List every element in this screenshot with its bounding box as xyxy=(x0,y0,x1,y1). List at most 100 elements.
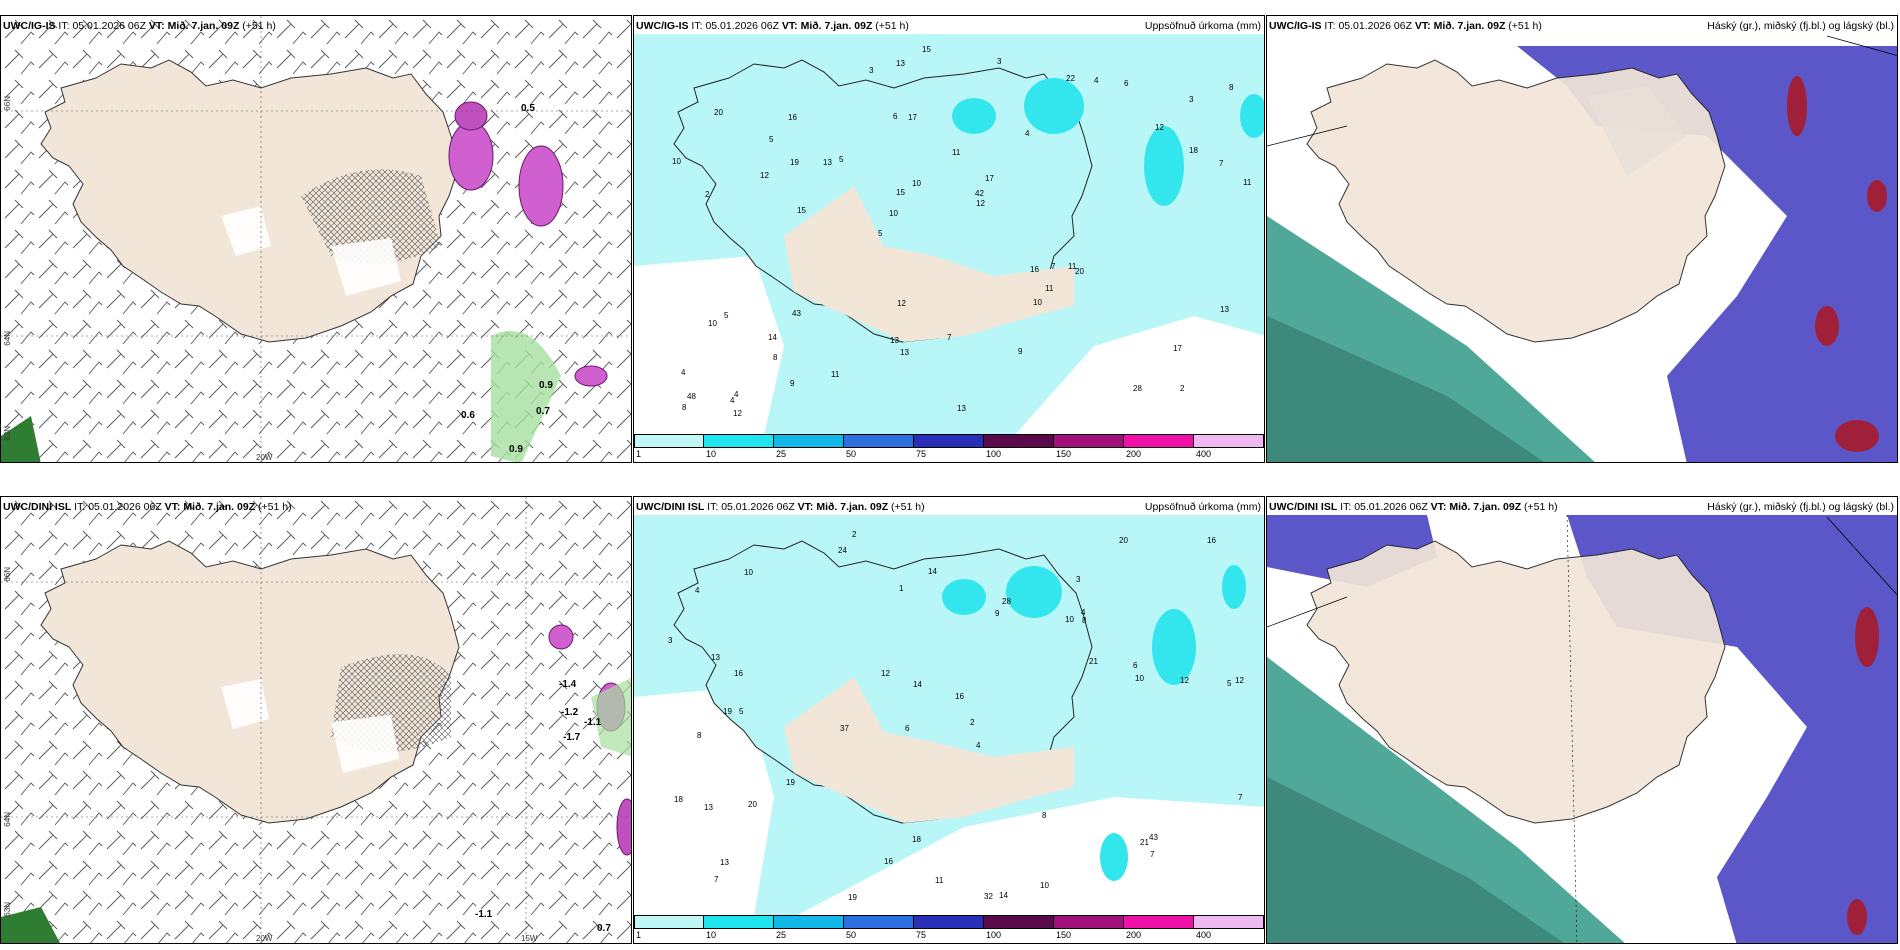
wind-value: 0.7 xyxy=(597,923,611,934)
wind-contour-magenta xyxy=(448,121,494,191)
precip-mid xyxy=(1144,126,1184,206)
init-time: 05.01.2026 06Z xyxy=(72,20,146,32)
hatched-area xyxy=(301,169,441,264)
colorbar-tick: 75 xyxy=(916,930,927,940)
colorbar-swatch xyxy=(1124,915,1194,929)
it-label: IT: xyxy=(707,501,719,513)
glacier xyxy=(221,206,271,256)
cloud-red xyxy=(1787,76,1807,136)
model-name: UWC/IG-IS xyxy=(3,20,56,32)
model-name: UWC/DINI ISL xyxy=(636,501,705,513)
cloud-red xyxy=(1835,420,1879,452)
precip-value: 12 xyxy=(1155,123,1164,132)
precip-value: 13 xyxy=(823,158,832,167)
lat-label: 63N xyxy=(3,426,12,441)
colorbar-tick: 150 xyxy=(1056,449,1072,459)
colorbar-tick: 10 xyxy=(706,449,717,459)
precip-value: 10 xyxy=(889,209,898,218)
precip-value: 22 xyxy=(1066,74,1075,83)
precip-value: 20 xyxy=(1075,267,1084,276)
vt-label: VT: xyxy=(1430,501,1447,513)
precip-mid xyxy=(952,98,996,134)
wind-contour-magenta xyxy=(518,145,564,227)
precip-value: 6 xyxy=(905,724,910,733)
precip-value: 24 xyxy=(838,546,847,555)
precip-value: 10 xyxy=(1033,298,1042,307)
panel-precip-bottom: UWC/DINI ISL IT: 05.01.2026 06Z VT: Mið.… xyxy=(633,496,1265,944)
it-label: IT: xyxy=(74,501,86,513)
vt-label: VT: xyxy=(781,20,798,32)
lat-label: 66N xyxy=(3,567,12,582)
precip-mid xyxy=(1222,565,1246,609)
precip-value: 18 xyxy=(674,795,683,804)
model-name: UWC/IG-IS xyxy=(636,20,689,32)
panel-header: UWC/DINI ISL IT: 05.01.2026 06Z VT: Mið.… xyxy=(1269,501,1558,513)
lat-label: 66N xyxy=(3,96,12,111)
no-precip-area xyxy=(634,256,784,436)
wind-value: -1.4 xyxy=(559,679,577,690)
precip-value: 10 xyxy=(672,157,681,166)
precip-value: 37 xyxy=(840,724,849,733)
colorbar-tick: 10 xyxy=(706,930,717,940)
colorbar-swatch xyxy=(774,915,844,929)
panel-cloud-top: UWC/IG-IS IT: 05.01.2026 06Z VT: Mið. 7.… xyxy=(1266,15,1898,463)
precip-value: 16 xyxy=(788,113,797,122)
wind-value: 0.7 xyxy=(536,406,550,417)
precip-value: 5 xyxy=(724,311,729,320)
colorbar-tick: 200 xyxy=(1126,930,1142,940)
wind-contour-green xyxy=(591,677,631,757)
lead-time: (+51 h) xyxy=(242,20,276,32)
precip-value: 16 xyxy=(1207,536,1216,545)
lead-time: (+51 h) xyxy=(875,20,909,32)
precip-value: 13 xyxy=(704,803,713,812)
lon-label: 20W xyxy=(256,453,273,462)
colorbar-swatch xyxy=(634,434,704,448)
precip-value: 48 xyxy=(687,392,696,401)
lon-label: 20W xyxy=(256,934,273,943)
colorbar-swatch xyxy=(914,915,984,929)
colorbar-swatch xyxy=(704,434,774,448)
precip-value: 12 xyxy=(1180,676,1189,685)
precip-value: 20 xyxy=(714,108,723,117)
panel-wind-bottom: UWC/DINI ISL IT: 05.01.2026 06Z VT: Mið.… xyxy=(0,496,632,944)
precip-value: 42 xyxy=(975,189,984,198)
colorbar-swatch xyxy=(984,915,1054,929)
wind-contour-magenta xyxy=(454,101,488,131)
precip-value: 2 xyxy=(1180,384,1185,393)
precip-value: 11 xyxy=(952,148,961,157)
precip-value: 10 xyxy=(708,319,717,328)
precip-value: 7 xyxy=(947,333,952,342)
precip-value: 11 xyxy=(831,370,840,379)
precip-value: 1 xyxy=(899,584,904,593)
valid-time: Mið. 7.jan. 09Z xyxy=(800,20,873,32)
panel-precip-top: UWC/IG-IS IT: 05.01.2026 06Z VT: Mið. 7.… xyxy=(633,15,1265,463)
valid-time: Mið. 7.jan. 09Z xyxy=(1433,20,1506,32)
wind-value: -1.1 xyxy=(475,909,493,920)
precip-value: 7 xyxy=(1150,850,1155,859)
precip-value: 12 xyxy=(733,409,742,418)
precip-value: 7 xyxy=(714,875,719,884)
wind-contour-green-dark xyxy=(1,907,60,943)
panel-header: UWC/DINI ISL IT: 05.01.2026 06Z VT: Mið.… xyxy=(636,501,925,513)
map-title: Háský (gr.), miðský (fj.bl.) og lágský (… xyxy=(1707,20,1894,32)
glacier xyxy=(331,238,401,296)
precip-value: 5 xyxy=(769,135,774,144)
precip-value: 4 xyxy=(734,390,739,399)
precip-mid xyxy=(1240,94,1264,138)
precip-value: 3 xyxy=(1189,95,1194,104)
panel-header: UWC/DINI ISL IT: 05.01.2026 06Z VT: Mið.… xyxy=(3,501,292,513)
precip-value: 43 xyxy=(1149,833,1158,842)
precip-value: 4 xyxy=(730,396,735,405)
precip-value: 20 xyxy=(1119,536,1128,545)
cloud-map xyxy=(1267,35,1897,462)
no-precip-area xyxy=(1014,316,1264,436)
valid-time: Mið. 7.jan. 09Z xyxy=(183,501,256,513)
colorbar-tick: 200 xyxy=(1126,449,1142,459)
precip-value: 5 xyxy=(878,229,883,238)
map-title: Uppsöfnuð úrkoma (mm) xyxy=(1144,501,1261,513)
precip-value: 10 xyxy=(1065,615,1074,624)
precip-value: 11 xyxy=(1243,178,1252,187)
precip-value: 5 xyxy=(839,155,844,164)
lead-time: (+51 h) xyxy=(1524,501,1558,513)
